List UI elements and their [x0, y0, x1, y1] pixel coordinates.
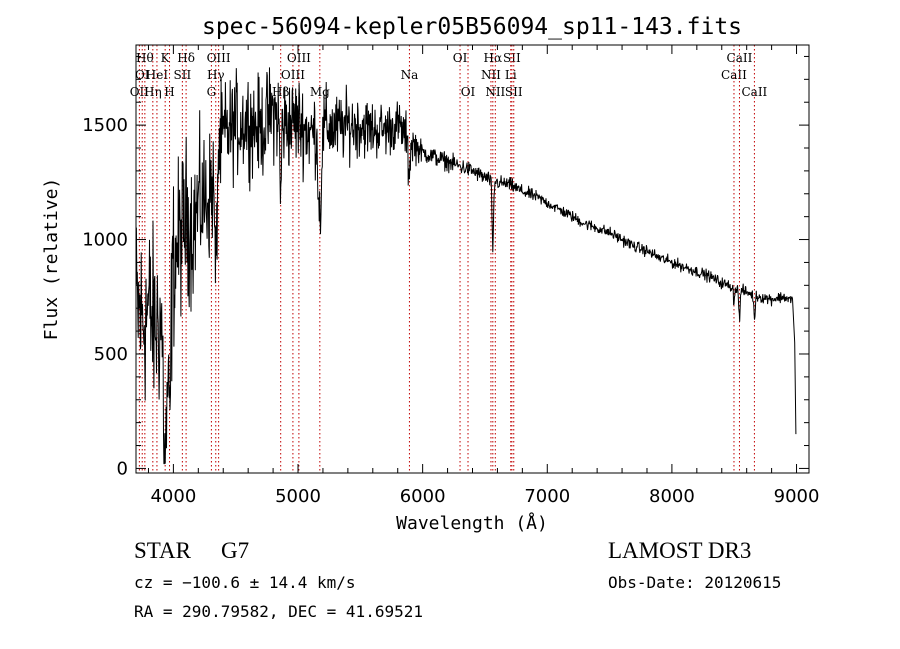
x-tick-label: 5000 — [275, 486, 321, 507]
survey-label: LAMOST DR3 — [608, 538, 752, 563]
object-subclass: G7 — [220, 538, 250, 563]
marker-label: SII — [174, 68, 192, 82]
marker-label: OI — [135, 68, 150, 82]
marker-label: CaII — [741, 85, 767, 99]
marker-label: OI — [461, 85, 476, 99]
y-axis-label: Flux (relative) — [41, 178, 62, 341]
marker-label: K — [161, 51, 171, 65]
marker-label: Mg — [310, 85, 330, 99]
x-tick-label: 9000 — [774, 486, 820, 507]
marker-label: Hδ — [177, 51, 195, 65]
marker-label: CaII — [727, 51, 753, 65]
marker-label: OIII — [281, 68, 305, 82]
classification: STAR G7 — [134, 538, 249, 564]
marker-label: G — [207, 85, 217, 99]
marker-label: OI — [453, 51, 468, 65]
x-tick-label: 7000 — [524, 486, 570, 507]
marker-label: CaII — [721, 68, 747, 82]
chart-title: spec-56094-kepler05B56094_sp11-143.fits — [202, 14, 742, 40]
x-tick-label: 6000 — [400, 486, 446, 507]
y-tick-label: 0 — [117, 458, 128, 479]
y-tick-label: 500 — [94, 344, 128, 365]
marker-label: Li — [505, 68, 517, 82]
velocity-readout: cz = −100.6 ± 14.4 km/s — [134, 573, 356, 592]
marker-label: Hη — [144, 85, 162, 99]
marker-label: OII — [130, 85, 150, 99]
coordinates-readout: RA = 290.79582, DEC = 41.69521 — [134, 602, 423, 621]
x-tick-label: 8000 — [649, 486, 695, 507]
marker-label: H — [164, 85, 174, 99]
spectrum-line — [135, 67, 797, 465]
axes: 4000 5000 6000 7000 8000 9000 0 500 1000 1500 — [82, 45, 819, 507]
y-tick-label: 1000 — [82, 230, 128, 251]
marker-label: HeI — [146, 68, 169, 82]
marker-label: Na — [401, 68, 419, 82]
y-tick-label: 1500 — [82, 115, 128, 136]
x-axis-label: Wavelength (Å) — [396, 512, 548, 534]
marker-label: SII — [505, 85, 523, 99]
obs-date: Obs-Date: 20120615 — [608, 573, 782, 592]
marker-label: NII — [481, 68, 501, 82]
marker-label: SII — [503, 51, 521, 65]
x-tick-label: 4000 — [150, 486, 196, 507]
marker-label: Hθ — [136, 51, 154, 65]
marker-label: NII — [485, 85, 505, 99]
marker-label: Hγ — [207, 68, 225, 82]
marker-label: Hα — [484, 51, 503, 65]
marker-label: OIII — [207, 51, 231, 65]
marker-label: OIII — [287, 51, 311, 65]
object-class: STAR — [134, 538, 191, 563]
